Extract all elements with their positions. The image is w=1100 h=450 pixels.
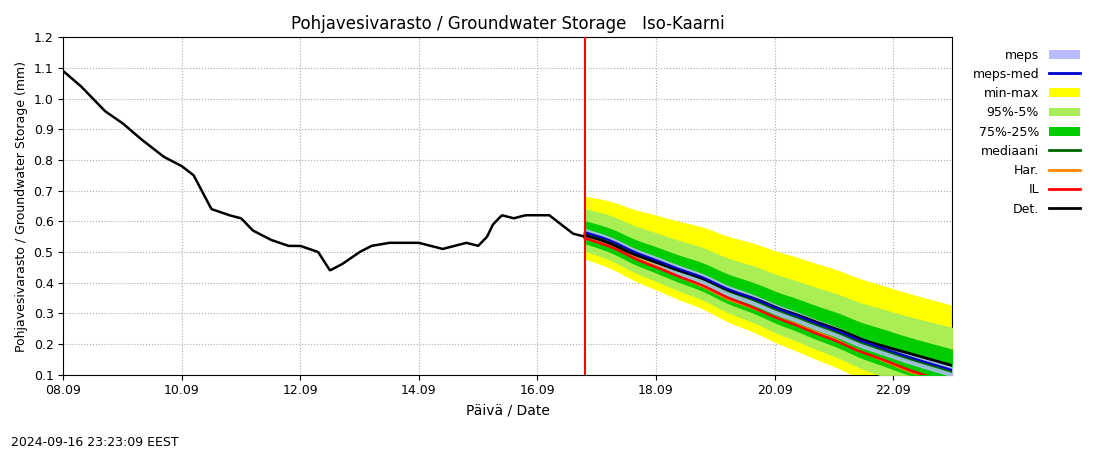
Title: Pohjavesivarasto / Groundwater Storage   Iso-Kaarni: Pohjavesivarasto / Groundwater Storage I… <box>292 15 725 33</box>
X-axis label: Päivä / Date: Päivä / Date <box>466 403 550 417</box>
Y-axis label: Pohjavesivarasto / Groundwater Storage (mm): Pohjavesivarasto / Groundwater Storage (… <box>15 61 28 351</box>
Legend: meps, meps-med, min-max, 95%-5%, 75%-25%, mediaani, Har., IL, Det.: meps, meps-med, min-max, 95%-5%, 75%-25%… <box>968 44 1086 220</box>
Text: 2024-09-16 23:23:09 EEST: 2024-09-16 23:23:09 EEST <box>11 436 178 449</box>
